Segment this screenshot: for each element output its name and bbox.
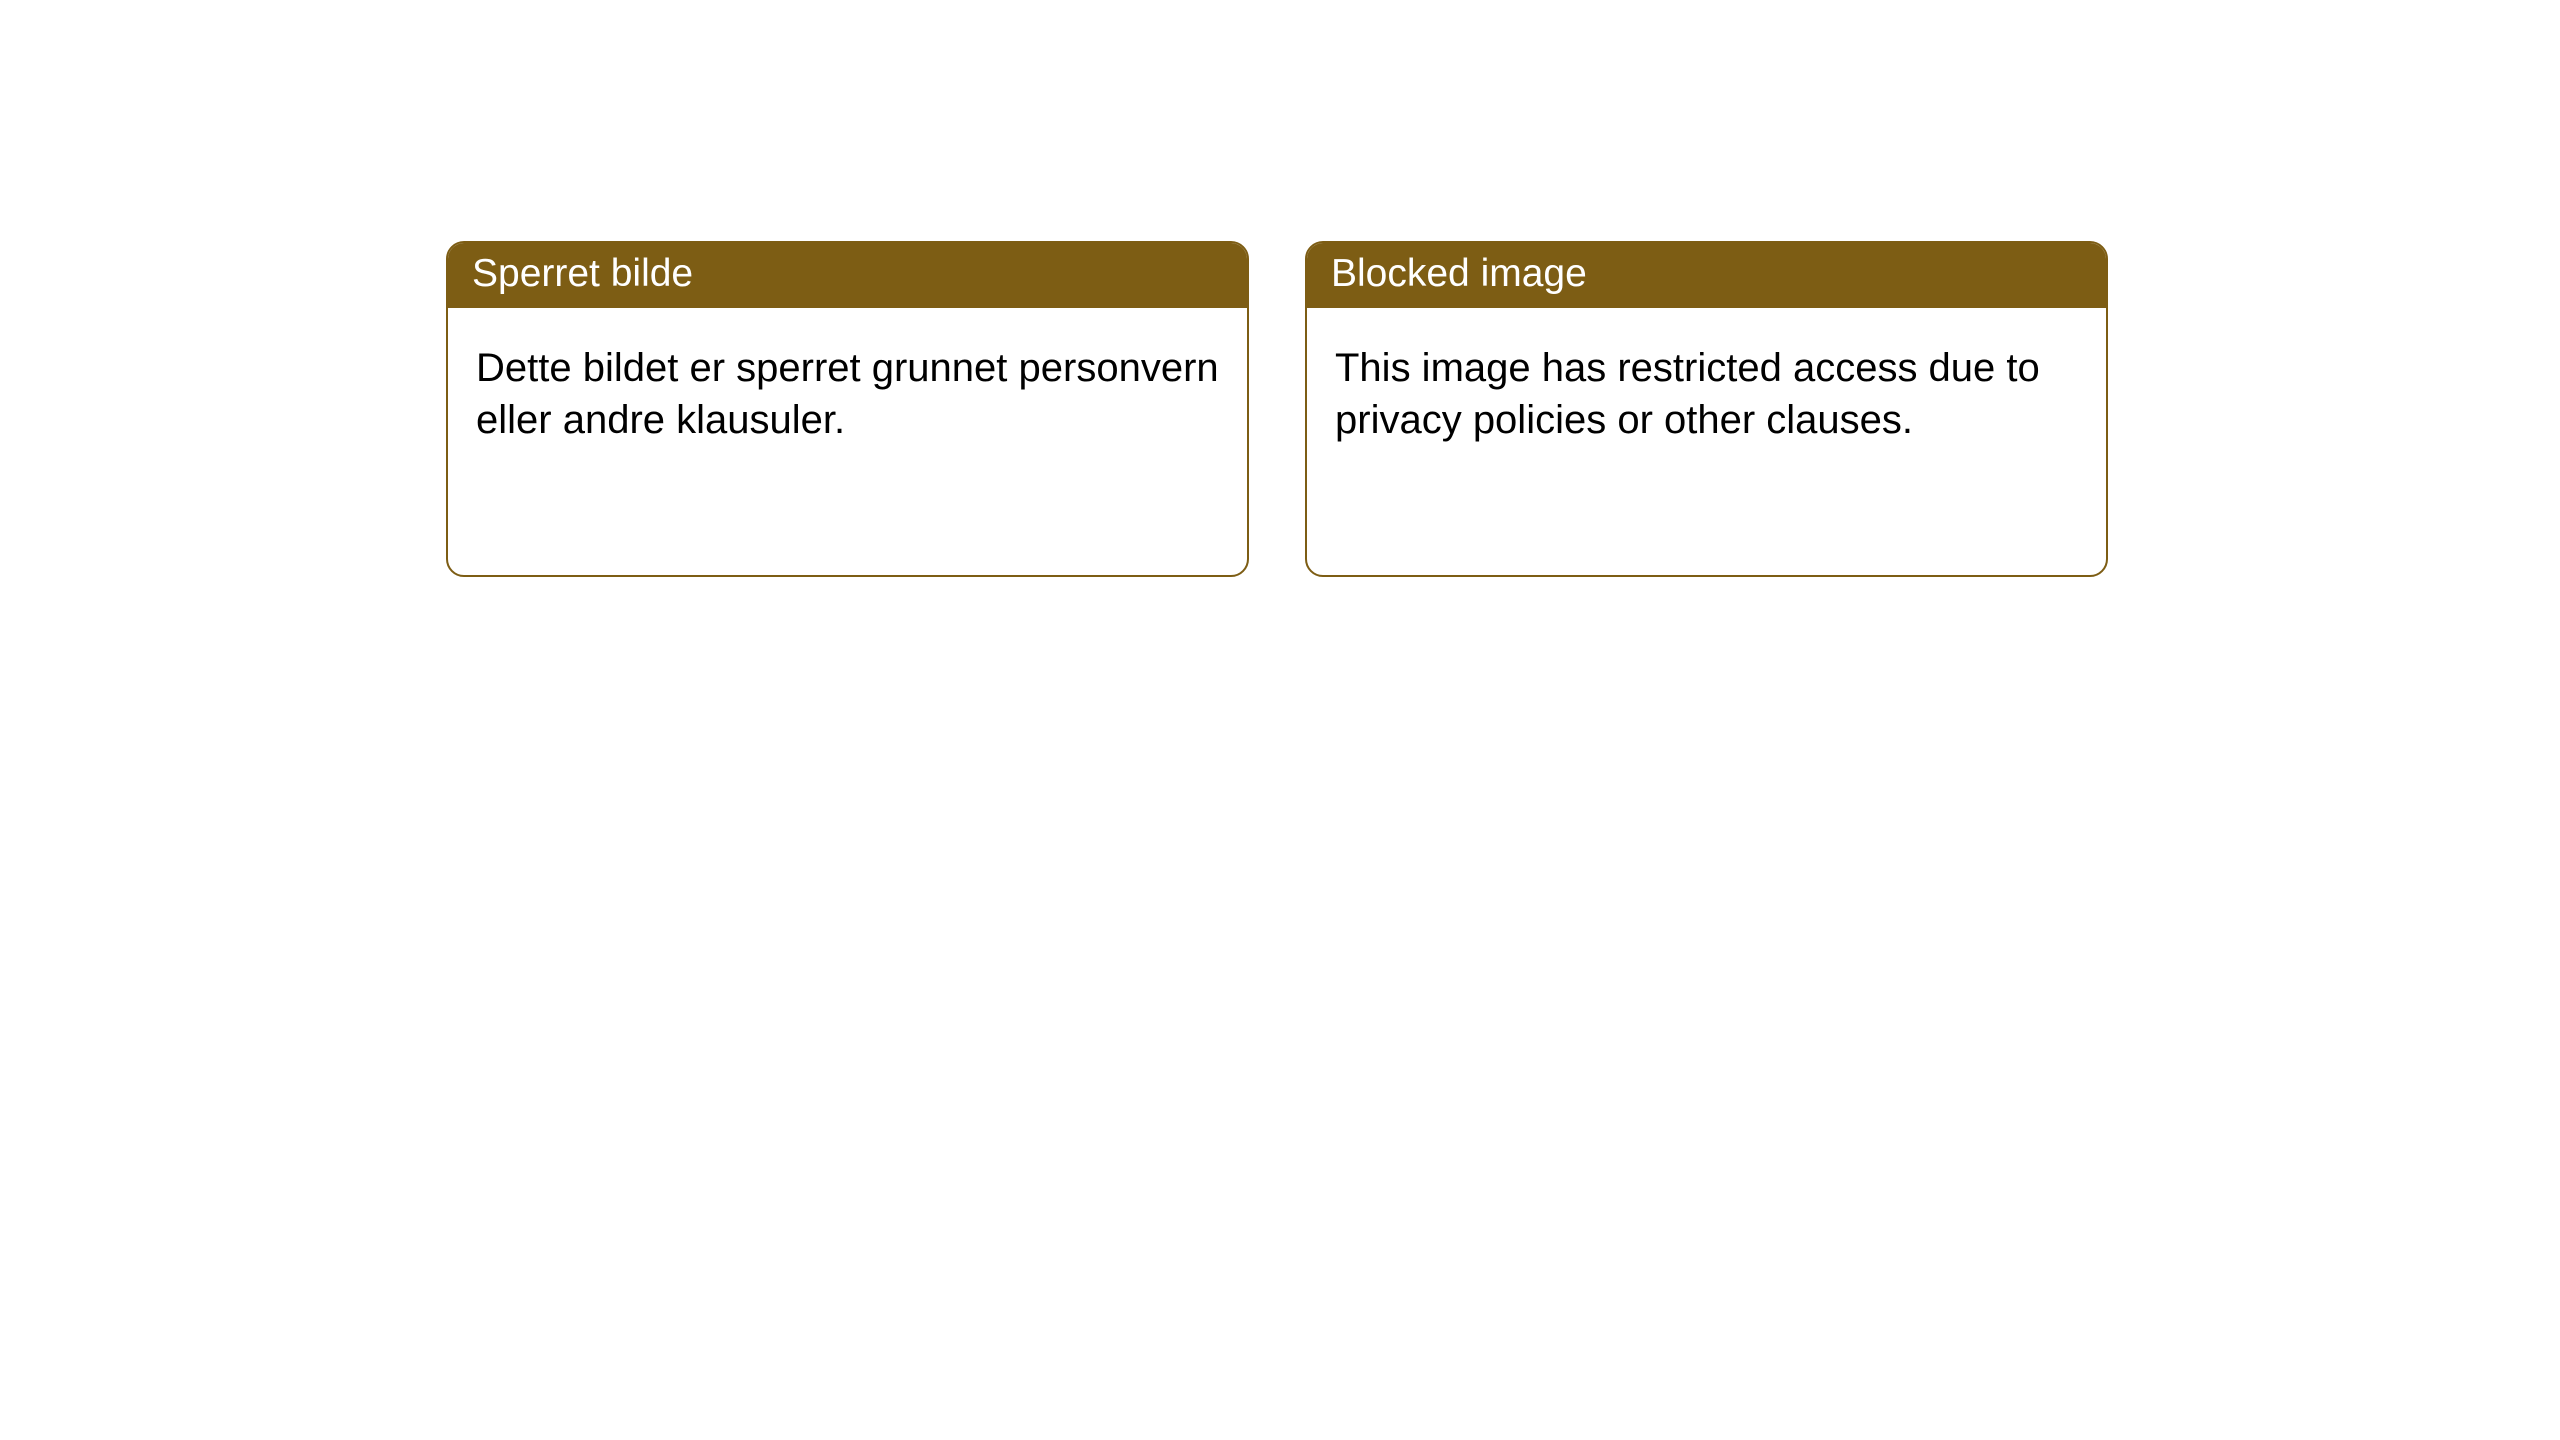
card-body-text: This image has restricted access due to … xyxy=(1335,346,2040,442)
card-body-text: Dette bildet er sperret grunnet personve… xyxy=(476,346,1219,442)
card-body: Dette bildet er sperret grunnet personve… xyxy=(448,308,1247,480)
card-header: Sperret bilde xyxy=(448,243,1247,308)
notice-card-norwegian: Sperret bilde Dette bildet er sperret gr… xyxy=(446,241,1249,577)
notice-card-english: Blocked image This image has restricted … xyxy=(1305,241,2108,577)
card-title: Sperret bilde xyxy=(472,252,693,295)
notice-container: Sperret bilde Dette bildet er sperret gr… xyxy=(0,0,2560,577)
card-body: This image has restricted access due to … xyxy=(1307,308,2106,480)
card-header: Blocked image xyxy=(1307,243,2106,308)
card-title: Blocked image xyxy=(1331,252,1587,295)
